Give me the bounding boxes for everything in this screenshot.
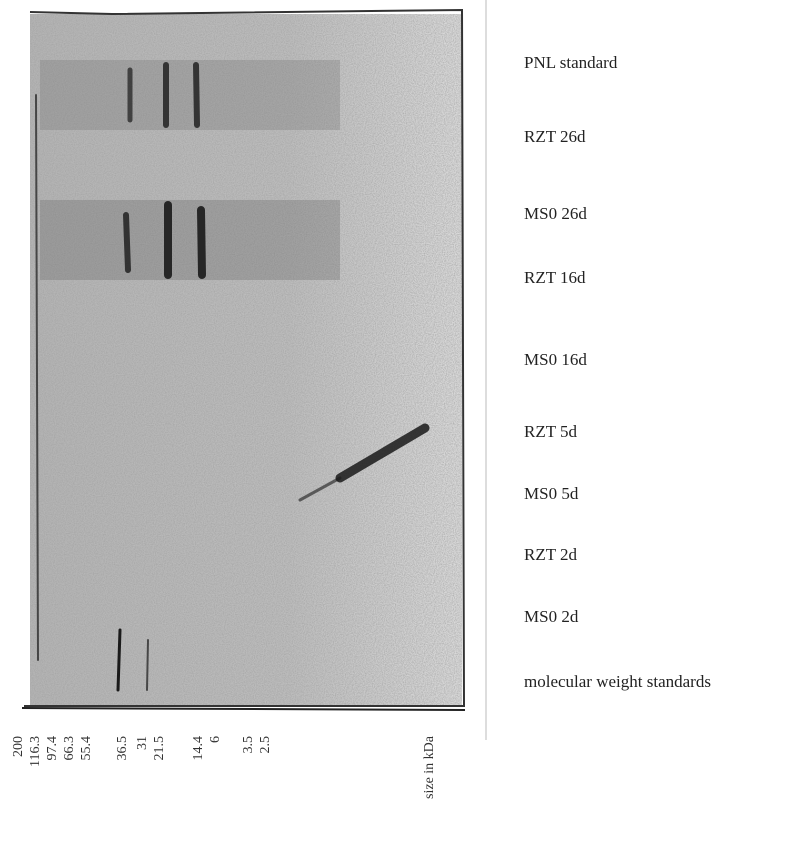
size-marker: 3.5 bbox=[241, 736, 256, 754]
lane-label: RZT 2d bbox=[524, 545, 578, 564]
size-marker: 116.3 bbox=[28, 736, 43, 767]
size-marker: 21.5 bbox=[152, 736, 167, 761]
size-markers: 200 116.3 97.4 66.3 55.4 36.5 31 21.5 14.4 6 3.5 2.… bbox=[11, 735, 437, 799]
gel-grain bbox=[30, 14, 462, 706]
size-marker: 200 bbox=[11, 736, 26, 757]
bands bbox=[35, 62, 430, 692]
size-marker: 66.3 bbox=[62, 736, 77, 761]
lane-label: RZT 26d bbox=[524, 127, 586, 146]
axis-label: size in kDa bbox=[422, 735, 437, 799]
lane-label: MS0 5d bbox=[524, 484, 579, 503]
size-marker: 31 bbox=[135, 736, 150, 750]
size-marker: 55.4 bbox=[79, 736, 94, 761]
lane-label: MS0 16d bbox=[524, 350, 587, 369]
band-region bbox=[40, 60, 340, 130]
lane-label: RZT 16d bbox=[524, 268, 586, 287]
size-marker: 36.5 bbox=[115, 736, 130, 761]
lane-label: PNL standard bbox=[524, 53, 618, 72]
size-marker: 2.5 bbox=[258, 736, 273, 754]
size-marker: 97.4 bbox=[45, 736, 60, 761]
lane-label: MS0 26d bbox=[524, 204, 587, 223]
size-marker: 14.4 bbox=[191, 736, 206, 761]
size-marker: 6 bbox=[208, 736, 223, 743]
band-region bbox=[40, 200, 340, 280]
lane-labels: PNL standard RZT 26d MS0 26d RZT 16d MS0 16d… bbox=[524, 53, 711, 691]
lane-label: MS0 2d bbox=[524, 607, 579, 626]
baseline bbox=[21, 707, 466, 711]
gel bbox=[21, 8, 466, 711]
lane-label: molecular weight standards bbox=[524, 672, 711, 691]
gel-border bbox=[24, 8, 466, 707]
lane-label: RZT 5d bbox=[524, 422, 578, 441]
